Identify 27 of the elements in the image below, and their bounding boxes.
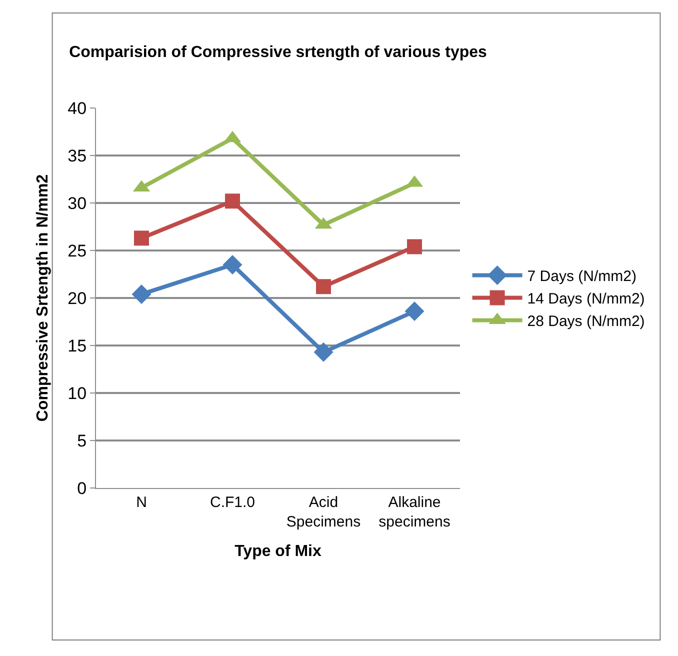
- y-axis-title: Compressive Srtength in N/mm2: [34, 174, 52, 422]
- y-tick-label: 10: [68, 384, 87, 403]
- x-axis-title: Type of Mix: [234, 543, 322, 560]
- point: [134, 230, 149, 246]
- point: [314, 342, 334, 362]
- point: [222, 255, 242, 274]
- x-tick-label: Acid Specimens: [286, 494, 361, 530]
- y-tick-label: 5: [77, 431, 87, 450]
- legend-label: 14 Days (N/mm2): [527, 290, 645, 308]
- chart-title: Comparision of Compressive srtength of various types: [69, 44, 488, 62]
- point: [225, 194, 240, 209]
- point: [404, 302, 424, 322]
- y-tick-label: 25: [68, 241, 87, 260]
- y-tick-label: 40: [68, 98, 87, 118]
- point: [316, 279, 331, 294]
- y-tick-label: 15: [68, 336, 87, 356]
- point: [132, 284, 152, 304]
- y-tick-label: 30: [68, 194, 87, 213]
- legend-label: 28 Days (N/mm2): [527, 313, 645, 330]
- x-tick-label: Alkaline specimens: [378, 494, 450, 530]
- x-tick-label: N: [136, 494, 147, 511]
- x-tick-label: C.F1.0: [210, 494, 256, 511]
- y-tick-label: 20: [68, 288, 87, 308]
- y-tick-label: 35: [68, 146, 87, 166]
- legend-label: 7 Days (N/mm2): [527, 268, 636, 286]
- y-tick-label: 0: [77, 478, 87, 498]
- point: [407, 239, 422, 254]
